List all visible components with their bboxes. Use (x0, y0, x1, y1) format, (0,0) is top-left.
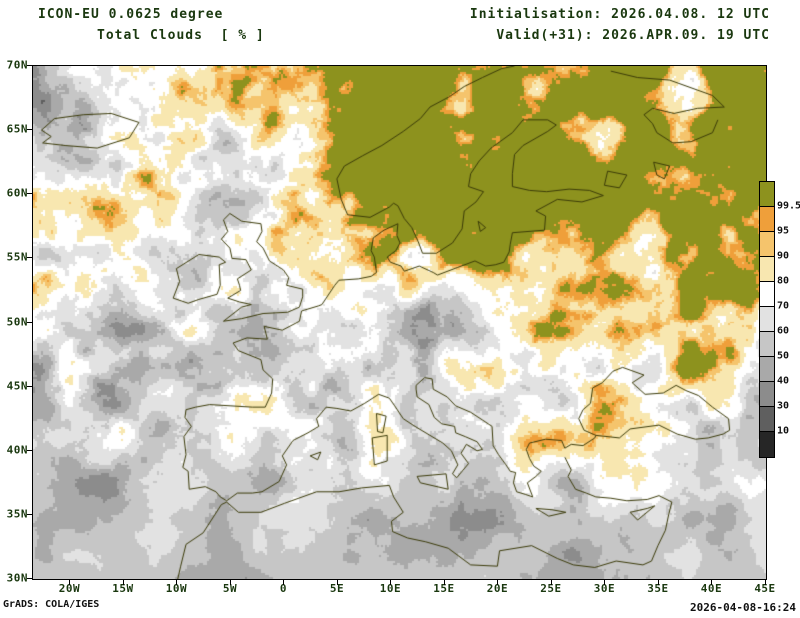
grads-credit: GrADS: COLA/IGES (3, 599, 100, 610)
colorbar-tick-label: 30 (777, 400, 790, 412)
lat-tick-label: 70N (6, 58, 28, 72)
colorbar-tick-label: 90 (777, 250, 790, 262)
lon-tick-label: 15W (112, 582, 134, 595)
x-tick-mark (497, 580, 498, 585)
cloud-cover-map (33, 66, 766, 579)
colorbar-band (760, 282, 774, 307)
colorbar-tick-label: 95 (777, 225, 790, 237)
x-tick-mark (658, 580, 659, 585)
y-tick-mark (27, 257, 32, 258)
x-tick-mark (337, 580, 338, 585)
y-tick-mark (27, 322, 32, 323)
lat-tick-label: 50N (6, 315, 28, 328)
colorbar-band (760, 357, 774, 382)
colorbar-band (760, 232, 774, 257)
lat-tick-label: 60N (6, 186, 28, 200)
colorbar-tick-label: 10 (777, 425, 790, 437)
colorbar-tick-label: 50 (777, 350, 790, 362)
lat-tick-label: 45N (6, 379, 28, 393)
y-tick-mark (27, 514, 32, 515)
colorbar-tick-label: 99.5 (777, 200, 800, 212)
x-tick-mark (604, 580, 605, 585)
lon-tick-label: 45E (754, 582, 776, 595)
lon-tick-label: 30E (593, 582, 616, 595)
y-tick-mark (27, 578, 32, 579)
x-tick-mark (551, 580, 552, 585)
lon-tick-label: 15E (433, 582, 455, 595)
y-tick-mark (27, 450, 32, 451)
x-tick-mark (283, 580, 284, 585)
y-tick-mark (27, 386, 32, 387)
init-time-label: Initialisation: 2026.04.08. 12 UTC (469, 7, 770, 22)
y-tick-mark (27, 193, 32, 194)
lon-tick-label: 10W (165, 582, 188, 595)
x-tick-mark (123, 580, 124, 585)
creation-timestamp: 2026-04-08-16:24 (690, 601, 796, 614)
variable-title: Total Clouds [ % ] (97, 28, 265, 43)
lat-tick-label: 55N (6, 250, 28, 264)
colorbar-tick-label: 80 (777, 275, 790, 287)
lon-tick-label: 5W (222, 582, 238, 595)
lon-tick-label: 10E (379, 582, 402, 595)
lat-tick-label: 65N (6, 122, 28, 136)
colorbar-tick-label: 60 (777, 325, 790, 337)
lon-tick-label: 25E (540, 582, 562, 595)
colorbar-band (760, 207, 774, 232)
colorbar-band (760, 307, 774, 332)
x-tick-mark (444, 580, 445, 585)
map-frame (32, 65, 767, 580)
lat-tick-label: 40N (6, 443, 28, 457)
lon-tick-label: 20E (486, 582, 509, 595)
model-title: ICON-EU 0.0625 degree (38, 7, 224, 22)
x-tick-mark (69, 580, 70, 585)
colorbar (759, 181, 775, 458)
lon-tick-label: 40E (700, 582, 723, 595)
x-tick-mark (230, 580, 231, 585)
lon-tick-label: 0 (279, 582, 288, 595)
colorbar-tick-label: 70 (777, 300, 790, 312)
y-tick-mark (27, 65, 32, 66)
lon-tick-label: 20W (58, 582, 81, 595)
x-tick-mark (711, 580, 712, 585)
lon-tick-label: 5E (329, 582, 345, 595)
colorbar-band (760, 432, 774, 457)
x-tick-mark (765, 580, 766, 585)
lon-tick-label: 35E (647, 582, 669, 595)
lat-tick-label: 35N (6, 507, 28, 521)
colorbar-band (760, 407, 774, 432)
colorbar-band (760, 332, 774, 357)
colorbar-band (760, 257, 774, 282)
colorbar-tick-label: 40 (777, 375, 790, 387)
x-tick-mark (390, 580, 391, 585)
x-tick-mark (176, 580, 177, 585)
lat-tick-label: 30N (6, 571, 28, 585)
colorbar-band (760, 382, 774, 407)
colorbar-band (760, 182, 774, 207)
y-tick-mark (27, 129, 32, 130)
valid-time-label: Valid(+31): 2026.APR.09. 19 UTC (496, 28, 770, 43)
